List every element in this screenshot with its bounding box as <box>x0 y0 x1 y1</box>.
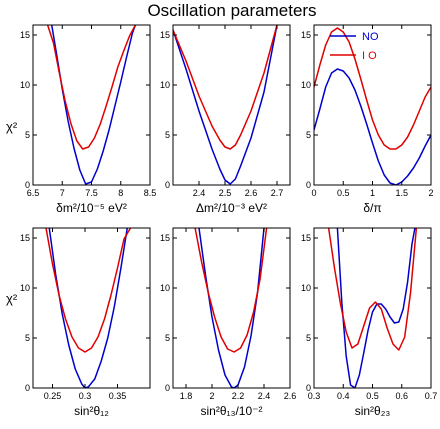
x-axis-label: sin²θ₂₃ <box>355 404 391 418</box>
x-tick-label: 0.35 <box>109 391 127 401</box>
x-tick-label: 0.5 <box>366 391 379 401</box>
x-axis-label: δm²/10⁻⁵ eV² <box>56 201 127 215</box>
x-tick-label: 2 <box>428 188 433 198</box>
y-tick-label: 15 <box>301 233 311 243</box>
x-tick-label: 1.8 <box>180 391 193 401</box>
series-line-io <box>45 228 132 353</box>
x-tick-label: 6.5 <box>27 188 40 198</box>
legend-label: NO <box>362 31 379 43</box>
panel-2: 2.4 2.5 2.6 2.7 0 5 10 15 Δm²/10⁻³ eV² <box>160 24 291 215</box>
x-tick-label: 1.5 <box>395 188 408 198</box>
panel-3: 0 0.5 1 1.5 2 0 5 10 15 δ/π NO I O <box>301 24 434 215</box>
series-line-io <box>194 228 268 353</box>
y-tick-label: 5 <box>25 333 30 343</box>
figure-title: Oscillation parameters <box>147 1 316 20</box>
x-tick-label: 2.6 <box>284 391 297 401</box>
y-axis-label-top: χ² <box>6 119 18 134</box>
series-line-no <box>50 25 137 185</box>
panel-1: 6.5 7 7.5 8 8.5 0 5 10 15 δm²/10⁻⁵ eV² <box>20 24 157 215</box>
panel-frame <box>172 24 291 186</box>
panel-frame <box>32 24 151 186</box>
series-line-io <box>327 228 418 351</box>
x-tick-label: 7 <box>60 188 65 198</box>
y-tick-label: 10 <box>301 80 311 90</box>
y-tick-label: 10 <box>160 80 170 90</box>
panel-frame <box>32 227 151 389</box>
series-line-io <box>173 25 278 150</box>
x-tick-label: 0.3 <box>79 391 92 401</box>
x-tick-label: 0.5 <box>337 188 350 198</box>
y-tick-label: 15 <box>20 233 30 243</box>
y-tick-label: 5 <box>165 333 170 343</box>
y-tick-label: 0 <box>306 180 311 190</box>
x-tick-label: 2.6 <box>245 188 258 198</box>
x-tick-label: 2.5 <box>219 188 232 198</box>
panel-5: 1.8 2 2.2 2.4 2.6 0 5 10 15 sin²θ₁₃/10⁻² <box>160 227 297 418</box>
y-tick-label: 10 <box>160 283 170 293</box>
x-tick-label: 0.6 <box>395 391 408 401</box>
x-tick-label: 2.2 <box>232 391 245 401</box>
x-tick-label: 8.5 <box>144 188 157 198</box>
y-tick-label: 15 <box>20 30 30 40</box>
panel-frame <box>172 227 291 389</box>
y-tick-label: 0 <box>306 383 311 393</box>
series-line-no <box>314 68 431 185</box>
y-tick-label: 15 <box>301 30 311 40</box>
x-axis-label: sin²θ₁₃/10⁻² <box>201 404 263 418</box>
series-line-no <box>173 25 278 185</box>
y-tick-label: 5 <box>25 130 30 140</box>
x-tick-label: 2.7 <box>271 188 284 198</box>
y-tick-label: 15 <box>160 233 170 243</box>
y-axis-label-bottom: χ² <box>6 291 18 306</box>
x-tick-label: 2.4 <box>258 391 271 401</box>
series-line-no <box>336 228 416 388</box>
x-axis-label: sin²θ₁₂ <box>74 404 109 418</box>
y-tick-label: 5 <box>306 333 311 343</box>
series-line-no <box>48 228 128 388</box>
x-tick-label: 0.3 <box>308 391 321 401</box>
y-tick-label: 10 <box>20 283 30 293</box>
x-tick-label: 7.5 <box>85 188 98 198</box>
x-tick-label: 0 <box>311 188 316 198</box>
x-tick-label: 2.4 <box>193 188 206 198</box>
y-tick-label: 0 <box>25 383 30 393</box>
panel-frame <box>313 24 432 186</box>
panel-4: 0.25 0.3 0.35 0 5 10 15 sin²θ₁₂ <box>20 227 151 418</box>
y-tick-label: 10 <box>20 80 30 90</box>
y-tick-label: 15 <box>160 30 170 40</box>
panel-6: 0.3 0.4 0.5 0.6 0.7 0 5 10 15 sin²θ₂₃ <box>301 227 438 418</box>
y-tick-label: 5 <box>165 130 170 140</box>
legend-label: I O <box>362 50 377 62</box>
x-tick-label: 0.7 <box>425 391 438 401</box>
x-axis-label: Δm²/10⁻³ eV² <box>196 201 267 215</box>
y-tick-label: 0 <box>165 180 170 190</box>
x-tick-label: 0.25 <box>44 391 62 401</box>
y-tick-label: 10 <box>301 283 311 293</box>
y-tick-label: 0 <box>165 383 170 393</box>
x-tick-label: 2 <box>209 391 214 401</box>
x-tick-label: 8 <box>118 188 123 198</box>
x-tick-label: 1 <box>370 188 375 198</box>
series-line-io <box>46 25 137 150</box>
y-tick-label: 0 <box>25 180 30 190</box>
y-tick-label: 5 <box>306 130 311 140</box>
series-line-io <box>314 27 431 150</box>
x-tick-label: 0.4 <box>337 391 350 401</box>
x-axis-label: δ/π <box>363 201 381 215</box>
